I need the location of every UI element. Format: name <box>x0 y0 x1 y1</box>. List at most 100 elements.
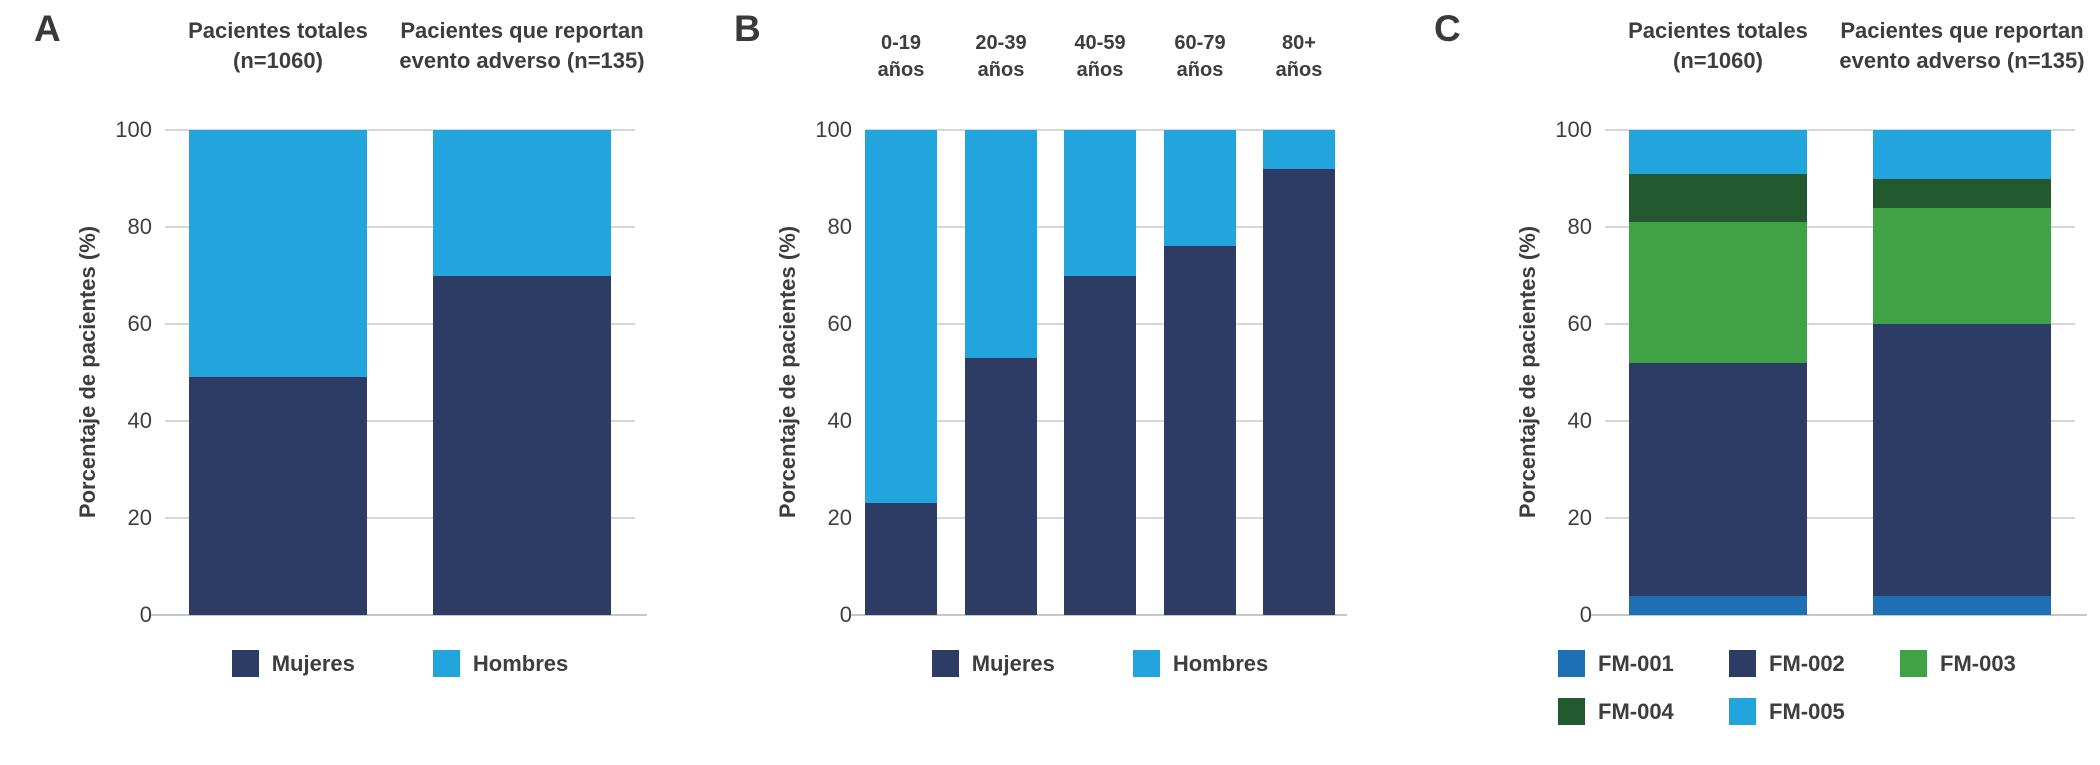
panel-c: C Pacientes totales (n=1060) Pacientes que… <box>1400 0 2100 765</box>
gridline-60 <box>165 323 635 325</box>
segment-hombres <box>189 130 367 378</box>
legend-swatch-hombres <box>432 650 460 677</box>
legend-swatch-mujeres <box>231 650 259 677</box>
legend-label: Hombres <box>472 650 569 676</box>
legend: Mujeres Hombres <box>165 650 635 677</box>
y-tick-label-20: 20 <box>1567 505 1592 530</box>
column-header: 40-59 años <box>1074 30 1125 84</box>
legend-label: Hombres <box>1172 650 1269 676</box>
y-axis-ticks: 0 20 40 60 80 100 <box>1500 117 1592 627</box>
segment-hombres <box>1064 130 1136 276</box>
legend-label: FM-002 <box>1769 650 1845 676</box>
legend-entry-mujeres: Mujeres <box>931 650 1055 677</box>
gridline-40 <box>1605 420 2075 422</box>
y-tick-label-40: 40 <box>827 408 852 433</box>
panel-letter-b: B <box>734 8 761 49</box>
stacked-bar-pacientes-totales-n-1060 <box>189 130 367 615</box>
gridline-60 <box>1605 323 2075 325</box>
column-header-line: evento adverso (n=135) <box>399 48 645 73</box>
gridline-40 <box>165 420 635 422</box>
column-header-line: 0-19 <box>880 32 922 54</box>
y-axis-ticks: 0 20 40 60 80 100 <box>760 117 852 627</box>
segment-fm-001 <box>1873 595 2051 615</box>
gridline-20 <box>165 517 635 519</box>
column-header: Pacientes totales (n=1060) <box>188 16 368 76</box>
stacked-bar-pacientes-que-reportan-evento-adverso-n-135 <box>433 130 611 615</box>
legend-swatch-fm-005 <box>1729 698 1756 725</box>
y-tick-label-100: 100 <box>1555 117 1592 142</box>
panel-letter-c: C <box>1434 8 1461 49</box>
panel-a: A Pacientes totales (n=1060) Pacientes que… <box>0 0 700 765</box>
column-headers: Pacientes totales (n=1060) Pacientes que r… <box>165 16 644 126</box>
segment-fm-003 <box>1873 207 2051 325</box>
column-header-line: (n=1060) <box>1673 48 1763 73</box>
gridline-80 <box>1605 226 2075 228</box>
stacked-bar-pacientes-totales-n-1060 <box>1629 130 1807 615</box>
y-tick-label-80: 80 <box>127 214 152 239</box>
plot-area <box>151 129 647 616</box>
legend-label: FM-005 <box>1769 698 1845 724</box>
legend-entry-fm-002: FM-002 <box>1729 650 1900 677</box>
gridline-20 <box>1605 517 2075 519</box>
legend-entry-fm-005: FM-005 <box>1729 698 1900 725</box>
segment-mujeres <box>964 357 1037 615</box>
segment-hombres <box>1263 130 1335 169</box>
legend: FM-001 FM-002 FM-003 FM-004 FM-005 <box>1558 650 2098 725</box>
legend-entry-fm-004: FM-004 <box>1558 698 1729 725</box>
legend-label: FM-001 <box>1598 650 1674 676</box>
column-header-line: Pacientes que reportan <box>400 18 644 43</box>
segment-fm-005 <box>1873 130 2051 179</box>
segment-mujeres <box>1263 168 1335 615</box>
y-tick-label-60: 60 <box>127 311 152 336</box>
segment-hombres <box>433 130 611 276</box>
stacked-bar-pacientes-que-reportan-evento-adverso-n-135 <box>1873 130 2051 615</box>
plot-area <box>1591 129 2087 616</box>
gridline-80 <box>165 226 635 228</box>
column-header-line: Pacientes que reportan <box>1840 18 2084 43</box>
legend-swatch-fm-002 <box>1729 650 1756 677</box>
legend-entry-hombres: Hombres <box>1132 650 1269 677</box>
y-tick-label-60: 60 <box>827 311 852 336</box>
column-header-line: 20-39 <box>975 32 1027 54</box>
segment-mujeres <box>1163 246 1236 615</box>
legend-label: FM-004 <box>1598 698 1674 724</box>
segment-hombres <box>1163 130 1236 247</box>
column-header-line: Pacientes totales <box>1628 18 1808 43</box>
stacked-bar-60-79-a-os <box>1163 130 1236 615</box>
column-header-line: años <box>1176 59 1224 81</box>
legend-label: Mujeres <box>971 650 1055 676</box>
segment-fm-004 <box>1873 178 2051 208</box>
column-headers: 0-19 años 20-39 años 40-59 años 60-79 años 80+ añ… <box>865 16 1335 126</box>
y-tick-label-20: 20 <box>127 505 152 530</box>
column-header-line: (n=1060) <box>233 48 323 73</box>
column-header-line: 60-79 <box>1174 32 1226 54</box>
legend-entry-mujeres: Mujeres <box>231 650 355 677</box>
y-tick-label-100: 100 <box>815 117 852 142</box>
column-header-line: Pacientes totales <box>188 18 368 43</box>
y-tick-label-80: 80 <box>827 214 852 239</box>
x-axis-line <box>851 614 1347 616</box>
legend: Mujeres Hombres <box>865 650 1335 677</box>
column-header-line: años <box>977 59 1025 81</box>
y-tick-label-0: 0 <box>839 602 852 627</box>
legend-label: Mujeres <box>271 650 355 676</box>
legend-label: FM-003 <box>1940 650 2016 676</box>
x-axis-line <box>1591 614 2087 616</box>
legend-swatch-fm-003 <box>1900 650 1927 677</box>
column-header-line: 80+ <box>1282 32 1316 54</box>
stacked-bar-0-19-a-os <box>865 130 937 615</box>
legend-swatch-fm-004 <box>1558 698 1585 725</box>
column-header: 20-39 años <box>975 30 1026 84</box>
y-tick-label-0: 0 <box>139 602 152 627</box>
segment-hombres <box>865 130 937 504</box>
legend-entry-fm-001: FM-001 <box>1558 650 1729 677</box>
column-header: Pacientes que reportan evento adverso (n=… <box>399 16 644 76</box>
y-tick-label-20: 20 <box>827 505 852 530</box>
segment-mujeres <box>189 377 367 615</box>
y-tick-label-100: 100 <box>115 117 152 142</box>
bars <box>1605 130 2075 615</box>
legend-swatch-mujeres <box>931 650 959 677</box>
segment-fm-001 <box>1629 595 1807 615</box>
y-tick-label-80: 80 <box>1567 214 1592 239</box>
